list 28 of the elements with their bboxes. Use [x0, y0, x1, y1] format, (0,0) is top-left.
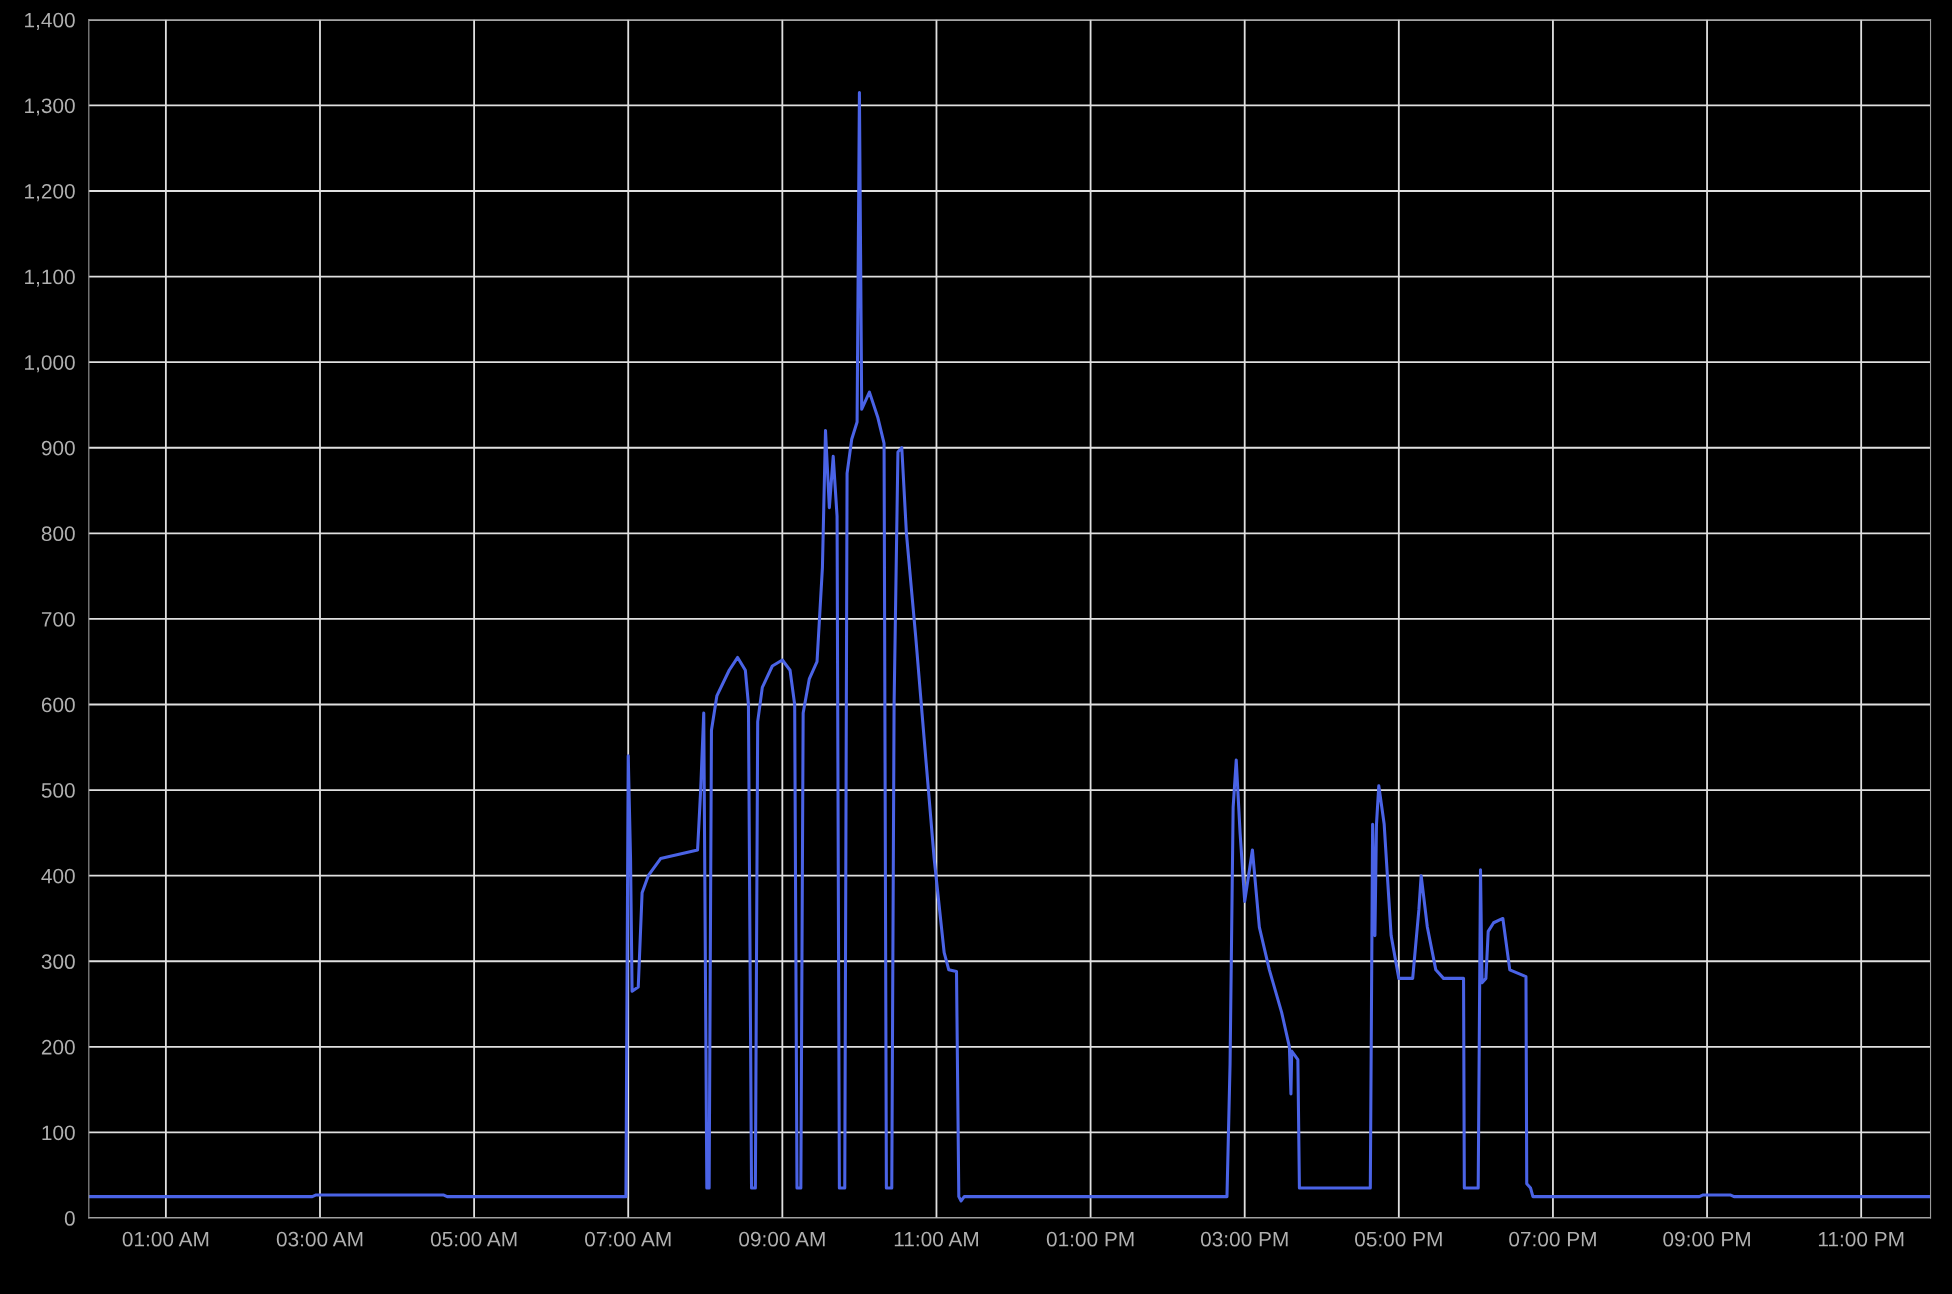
y-tick-label: 800	[41, 526, 75, 542]
x-tick-label: 11:00 PM	[1818, 1231, 1904, 1247]
x-tick-label: 03:00 AM	[276, 1231, 363, 1247]
x-tick-label: 11:00 AM	[894, 1231, 978, 1247]
line-series	[88, 91, 1931, 1203]
x-tick-label: 09:00 AM	[739, 1231, 825, 1247]
y-tick-label: 100	[42, 1125, 75, 1141]
y-tick-label: 1,200	[25, 183, 75, 202]
x-tick-label: 01:00 AM	[122, 1231, 209, 1247]
y-tick-label: 1,400	[25, 12, 75, 31]
y-tick-label: 1,300	[25, 98, 75, 116]
x-tick-label: 05:00 AM	[430, 1231, 517, 1247]
x-tick-label: 07:00 AM	[585, 1231, 671, 1247]
y-tick-label: 400	[41, 868, 75, 884]
y-tick-label: 1,100	[25, 269, 75, 287]
x-tick-label: 01:00 PM	[1046, 1231, 1134, 1247]
y-tick-label: 900	[41, 440, 75, 456]
y-tick-label: 500	[41, 783, 75, 798]
y-tick-label: 1,000	[25, 355, 75, 373]
x-tick-label: 09:00 PM	[1663, 1231, 1750, 1247]
x-tick-label: 07:00 PM	[1509, 1231, 1596, 1247]
y-tick-label: 300	[41, 954, 75, 970]
y-tick-label: 600	[41, 697, 75, 713]
y-tick-label: 700	[41, 611, 75, 627]
x-tick-label: 03:00 PM	[1200, 1231, 1288, 1247]
x-tick-label: 05:00 PM	[1355, 1231, 1442, 1247]
y-tick-label: 200	[41, 1039, 75, 1055]
y-tick-label: 0	[64, 1211, 75, 1226]
